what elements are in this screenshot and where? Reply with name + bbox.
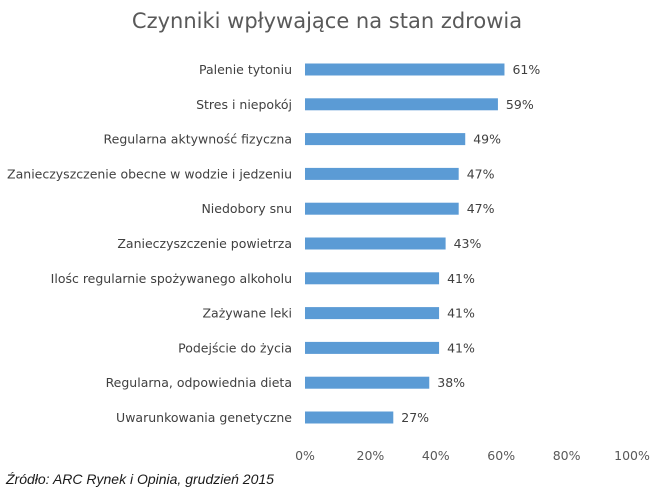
x-tick-label: 60%	[487, 448, 515, 463]
bar	[305, 411, 394, 424]
bar	[305, 202, 459, 215]
category-label: Zanieczyszczenie obecne w wodzie i jedze…	[7, 166, 292, 181]
data-label: 41%	[447, 271, 475, 286]
bar	[305, 376, 430, 389]
data-label: 41%	[447, 340, 475, 355]
bar	[305, 272, 440, 285]
category-label: Niedobory snu	[201, 201, 292, 216]
data-label: 38%	[437, 375, 465, 390]
category-label: Podejście do życia	[178, 340, 292, 355]
bar	[305, 133, 466, 146]
x-tick-label: 40%	[422, 448, 450, 463]
source-note: Źródło: ARC Rynek i Opinia, grudzień 201…	[6, 471, 274, 487]
category-label: Zażywane leki	[202, 306, 292, 321]
bar	[305, 307, 440, 320]
x-tick-label: 0%	[295, 448, 315, 463]
x-tick-label: 80%	[553, 448, 581, 463]
data-label: 43%	[454, 236, 482, 251]
bar	[305, 341, 440, 354]
x-tick-label: 100%	[614, 448, 650, 463]
category-label: Regularna aktywność fizyczna	[104, 132, 292, 147]
bar	[305, 167, 459, 180]
data-label: 49%	[473, 132, 501, 147]
category-label: Regularna, odpowiednia dieta	[106, 375, 292, 390]
bar	[305, 98, 498, 111]
data-label: 47%	[467, 201, 495, 216]
chart-title: Czynniki wpływające na stan zdrowia	[132, 9, 522, 33]
data-label: 41%	[447, 306, 475, 321]
data-label: 27%	[401, 410, 429, 425]
category-label: Palenie tytoniu	[199, 62, 292, 77]
category-label: Zanieczyszczenie powietrza	[117, 236, 292, 251]
data-label: 59%	[506, 97, 534, 112]
data-label: 61%	[512, 62, 540, 77]
data-label: 47%	[467, 166, 495, 181]
bars-layer: Palenie tytoniu 61% Stres i niepokój 59% Reg…	[7, 62, 540, 425]
x-axis-ticks: 0% 20% 40% 60% 80% 100%	[295, 448, 650, 463]
x-tick-label: 20%	[357, 448, 385, 463]
bar	[305, 237, 446, 250]
category-label: Stres i niepokój	[196, 97, 292, 112]
category-label: Uwarunkowania genetyczne	[116, 410, 292, 425]
bar	[305, 63, 505, 76]
category-label: Ilośc regularnie spożywanego alkoholu	[51, 271, 292, 286]
